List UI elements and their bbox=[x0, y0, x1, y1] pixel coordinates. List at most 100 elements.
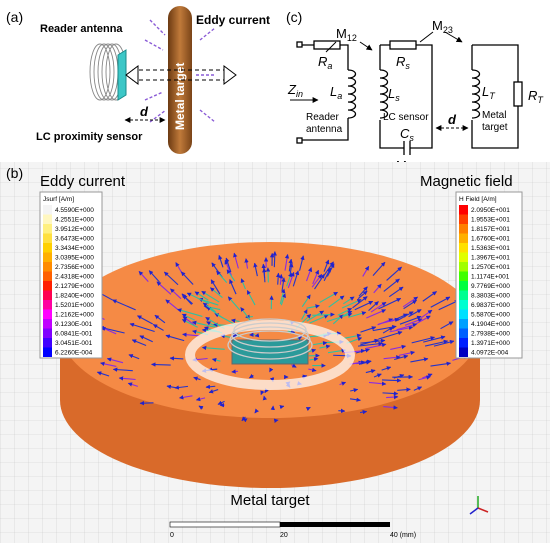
legend-value: 2.0950E+001 bbox=[471, 207, 510, 214]
field-arrow bbox=[422, 291, 437, 302]
field-arrow bbox=[386, 266, 402, 281]
base: Z bbox=[287, 82, 297, 97]
base: L bbox=[388, 86, 395, 101]
field-arrow bbox=[278, 273, 284, 285]
base: M bbox=[432, 18, 443, 33]
field-arrow bbox=[301, 294, 311, 308]
field-arrow bbox=[96, 371, 110, 377]
field-arrow bbox=[381, 366, 392, 371]
legend-swatch bbox=[43, 214, 52, 224]
field-arrow bbox=[139, 335, 153, 343]
field-arrow bbox=[106, 357, 124, 364]
legend-title: H Field [A/m] bbox=[459, 196, 497, 203]
legend-value: 1.8157E+001 bbox=[471, 226, 510, 233]
field-arrow bbox=[386, 394, 399, 400]
field-arrow bbox=[280, 293, 286, 306]
field-arrow bbox=[233, 252, 239, 269]
field-arrow bbox=[287, 329, 296, 334]
field-arrow bbox=[382, 391, 399, 396]
field-arrow bbox=[179, 395, 193, 400]
field-arrow bbox=[112, 367, 133, 372]
field-arrow bbox=[352, 360, 366, 365]
field-arrow bbox=[170, 288, 182, 300]
legend-value: 2.7356E+000 bbox=[55, 264, 94, 271]
field-arrow bbox=[308, 348, 317, 353]
field-arrow bbox=[396, 322, 418, 331]
label: Eddy current bbox=[196, 13, 270, 27]
field-arrow bbox=[389, 325, 414, 333]
legend-value: 1.5201E+000 bbox=[55, 302, 94, 309]
field-arrow bbox=[165, 299, 180, 311]
legend-swatch bbox=[43, 243, 52, 253]
legend-value: 1.5363E+001 bbox=[471, 245, 510, 252]
field-arrow bbox=[254, 408, 259, 414]
field-arrow bbox=[112, 299, 136, 311]
legend-swatch bbox=[459, 309, 468, 319]
legend-swatch bbox=[459, 281, 468, 291]
field-arrow bbox=[249, 373, 254, 379]
field-arrow bbox=[208, 389, 219, 394]
legend-swatch bbox=[43, 328, 52, 338]
field-arrow bbox=[289, 262, 294, 274]
field-arrow bbox=[398, 350, 415, 356]
field-arrow bbox=[359, 409, 368, 415]
field-arrow bbox=[198, 405, 204, 410]
legend-title: Jsurf [A/m] bbox=[43, 196, 74, 203]
field-arrow bbox=[418, 375, 431, 381]
legend-swatch bbox=[43, 338, 52, 348]
field-arrow bbox=[163, 271, 179, 286]
field-arrow bbox=[301, 374, 308, 379]
legend-value: 3.6473E+000 bbox=[55, 236, 94, 243]
legend-swatch bbox=[43, 262, 52, 272]
field-arrow bbox=[156, 281, 172, 295]
field-arrow bbox=[151, 362, 171, 367]
field-arrow bbox=[264, 388, 269, 394]
field-arrow bbox=[383, 355, 401, 360]
field-arrow bbox=[139, 400, 154, 406]
field-arrow bbox=[180, 271, 194, 285]
field-arrow bbox=[348, 311, 367, 318]
label: Metal target bbox=[230, 492, 310, 509]
legend-value: 9.7769E+000 bbox=[471, 283, 510, 290]
field-arrow bbox=[413, 386, 423, 391]
field-arrow bbox=[341, 298, 362, 309]
legend-value: 1.2162E+000 bbox=[55, 312, 94, 319]
field-arrow bbox=[305, 267, 313, 282]
field-arrow bbox=[368, 381, 387, 386]
field-arrow bbox=[378, 317, 400, 325]
legend-value: 8.3803E+000 bbox=[471, 293, 510, 300]
circuit-label: Metal bbox=[482, 110, 506, 121]
legend-swatch bbox=[43, 233, 52, 243]
field-arrow bbox=[205, 384, 216, 389]
circuit-label: Zin bbox=[287, 82, 303, 99]
field-arrow bbox=[357, 290, 368, 300]
legend-swatch bbox=[43, 281, 52, 291]
field-arrow bbox=[100, 361, 117, 368]
field-arrow bbox=[216, 270, 228, 284]
legend-value: 4.0972E-004 bbox=[471, 350, 509, 357]
field-arrow bbox=[397, 387, 411, 392]
legend-value: 3.3434E+000 bbox=[55, 245, 94, 252]
field-arrow bbox=[292, 270, 300, 287]
circuit-label: Reader bbox=[306, 112, 339, 123]
subscript: 12 bbox=[347, 33, 357, 43]
field-arrow bbox=[399, 315, 422, 325]
legend-value: 6.2260E-004 bbox=[55, 350, 93, 357]
circuit-label: LC sensor bbox=[383, 112, 429, 123]
field-arrow bbox=[378, 330, 403, 340]
field-arrow bbox=[328, 295, 345, 308]
field-arrow bbox=[128, 354, 140, 360]
base: R bbox=[528, 88, 537, 103]
field-arrow bbox=[306, 310, 325, 322]
field-arrow bbox=[365, 369, 376, 374]
field-arrow bbox=[241, 416, 247, 422]
field-arrow bbox=[226, 269, 236, 282]
circuit-label: M12 bbox=[336, 26, 357, 43]
field-arrow bbox=[240, 307, 251, 321]
circuit-label: M23 bbox=[432, 18, 453, 35]
field-arrow bbox=[148, 270, 160, 283]
field-arrow bbox=[372, 324, 397, 332]
field-arrow bbox=[299, 255, 305, 271]
panel-label: (b) bbox=[6, 165, 23, 181]
